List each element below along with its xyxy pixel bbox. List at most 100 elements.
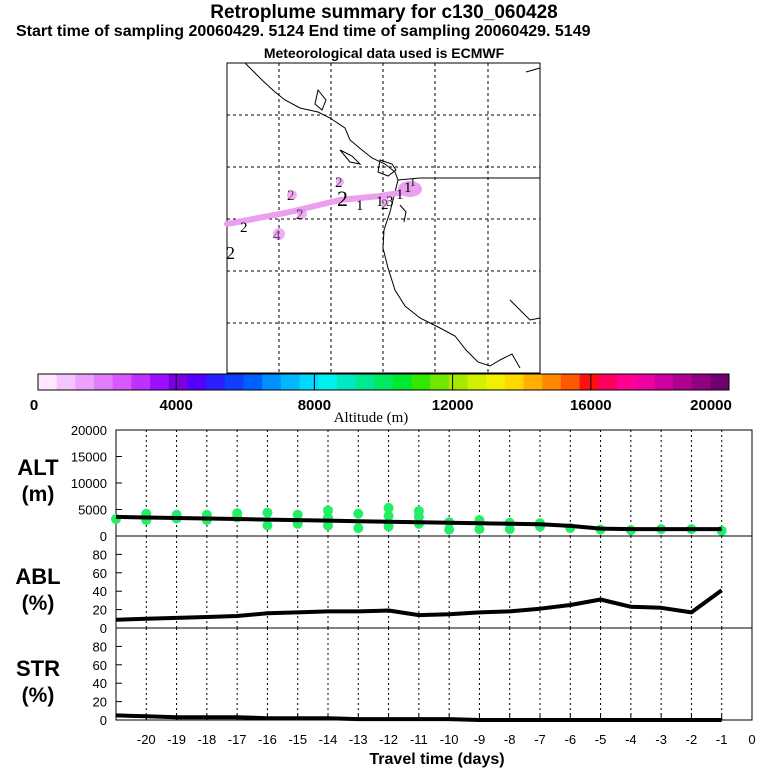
alt-point: [323, 520, 333, 531]
colorbar-swatch: [318, 374, 338, 390]
colorbar-swatch: [206, 374, 226, 390]
plume-label: 3: [386, 194, 394, 210]
abl-ytick-label: 0: [100, 621, 107, 636]
abl-ytick-label: 40: [93, 584, 107, 599]
colorbar-tick-label: 16000: [570, 397, 612, 414]
xtick-label: -7: [534, 732, 546, 747]
time-series-panels: 20000 15000 10000 5000 0 ALT (m) 80 60 40 20 0 ABL (%…: [15, 423, 755, 768]
xtick-label: -17: [228, 732, 247, 747]
xtick-label: -18: [197, 732, 216, 747]
colorbar-swatch: [112, 374, 132, 390]
abl-ytick-label: 60: [93, 566, 107, 581]
abl-series-line: [115, 588, 723, 622]
alt-ytick-label: 0: [100, 529, 107, 544]
alt-point: [444, 524, 455, 535]
xtick-label: -8: [504, 732, 516, 747]
map-gridlines: [227, 63, 540, 373]
colorbar-swatch: [280, 374, 300, 390]
xtick-label: -4: [625, 732, 637, 747]
alt-series-line: [115, 514, 722, 532]
colorbar-swatch: [710, 374, 730, 390]
colorbar-swatch: [75, 374, 95, 390]
xtick-label: -6: [565, 732, 577, 747]
alt-point: [262, 520, 273, 531]
alt-point: [383, 502, 394, 513]
str-unit: (%): [22, 684, 55, 707]
abl-label: ABL: [15, 564, 60, 589]
colorbar-swatch: [523, 374, 543, 390]
plume-label: 1: [376, 194, 384, 210]
colorbar-swatch: [598, 374, 618, 390]
xtick-label: -3: [655, 732, 667, 747]
colorbar-swatch: [94, 374, 114, 390]
colorbar-swatch: [150, 374, 170, 390]
plume-label: 1: [404, 180, 412, 196]
colorbar-swatch: [38, 374, 58, 390]
xtick-label: -16: [258, 732, 277, 747]
chart-title: Retroplume summary for c130_060428: [210, 2, 558, 23]
str-ytick-label: 60: [93, 658, 107, 673]
colorbar-swatch: [467, 374, 487, 390]
xtick-label: -13: [349, 732, 368, 747]
colorbar-swatch: [355, 374, 375, 390]
abl-ytick-label: 80: [93, 547, 107, 562]
alt-unit: (m): [22, 483, 55, 506]
plume-label: 2: [226, 243, 235, 263]
alt-ytick-label: 15000: [71, 450, 107, 465]
colorbar-swatch: [243, 374, 263, 390]
colorbar-swatch: [374, 374, 394, 390]
alt-point: [353, 523, 364, 534]
alt-point: [353, 508, 364, 519]
colorbar-swatch: [616, 374, 637, 390]
colorbar-tick-label: 4000: [160, 397, 193, 414]
colorbar-swatch: [299, 374, 319, 390]
alt-point: [383, 521, 394, 532]
coastlines: [244, 62, 541, 369]
colorbar-swatch: [392, 374, 412, 390]
met-data-note: Meteorological data used is ECMWF: [263, 45, 505, 61]
colorbar-swatch: [56, 374, 76, 390]
colorbar-swatch: [579, 374, 599, 390]
alt-point: [262, 507, 273, 518]
str-frame: [115, 627, 753, 721]
alt-point: [323, 505, 333, 516]
colorbar-swatch: [131, 374, 151, 390]
plume-label: 1: [356, 198, 364, 214]
colorbar-swatch: [448, 374, 468, 390]
abl-ytick-label: 20: [93, 603, 107, 618]
xtick-label: -9: [474, 732, 486, 747]
colorbar-tick-label: 0: [30, 397, 38, 414]
xtick-label: -15: [288, 732, 307, 747]
colorbar-label: Altitude (m): [334, 410, 409, 426]
colorbar-swatch: [635, 374, 655, 390]
colorbar-swatch: [504, 374, 524, 390]
x-axis-label: Travel time (days): [369, 751, 504, 768]
xtick-label: -2: [686, 732, 698, 747]
colorbar-swatch: [262, 374, 282, 390]
alt-point: [413, 506, 424, 517]
plume-label: 2: [240, 220, 248, 236]
str-ytick-label: 40: [93, 676, 107, 691]
sampling-times: Start time of sampling 20060429. 5124 En…: [16, 23, 591, 40]
colorbar-swatch: [654, 374, 674, 390]
colorbar-tick-label: 8000: [298, 397, 331, 414]
str-label: STR: [16, 656, 60, 681]
str-ytick-label: 80: [93, 639, 107, 654]
xtick-label: -5: [595, 732, 607, 747]
plume-markers: [273, 178, 389, 240]
alt-point: [474, 524, 485, 535]
alt-point: [232, 508, 243, 519]
colorbar-swatch: [187, 374, 207, 390]
str-ytick-label: 0: [100, 713, 107, 728]
colorbar-swatch: [430, 374, 450, 390]
xtick-label: -11: [410, 732, 428, 747]
plume-label: 2: [337, 186, 348, 211]
alt-ytick-label: 10000: [71, 476, 107, 491]
alt-ytick-label: 5000: [78, 503, 107, 518]
xtick-label: 0: [748, 732, 755, 747]
xtick-label: -19: [167, 732, 186, 747]
xtick-label: -12: [379, 732, 398, 747]
abl-unit: (%): [22, 592, 55, 615]
alt-point: [383, 510, 394, 521]
colorbar-tick-label: 12000: [432, 397, 474, 414]
